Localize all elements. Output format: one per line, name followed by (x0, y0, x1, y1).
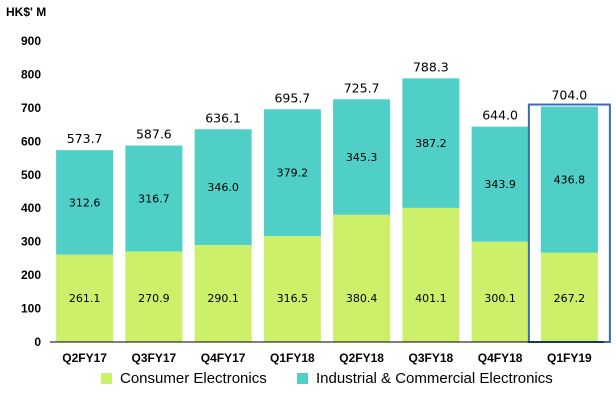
bar-industrial-commercial-electronics (125, 145, 183, 252)
bar-consumer-electronics (540, 252, 598, 342)
total-label: 695.7 (274, 90, 310, 105)
y-tick-label: 900 (21, 34, 41, 48)
y-tick-label: 0 (34, 335, 41, 349)
bar-industrial-commercial-electronics (333, 99, 391, 215)
data-label-industrial: 436.8 (554, 174, 586, 187)
x-tick-label: Q3FY17 (132, 351, 177, 365)
data-label-consumer: 270.9 (138, 292, 170, 305)
data-label-industrial: 343.9 (484, 178, 516, 191)
data-label-industrial: 345.3 (346, 151, 378, 164)
legend-swatch-consumer (101, 373, 112, 384)
data-label-industrial: 387.2 (415, 137, 447, 150)
bar-consumer-electronics (194, 244, 252, 342)
y-axis: 0 100 200 300 400 500 600 700 800 900 (21, 34, 41, 349)
bar-industrial-commercial-electronics (194, 129, 252, 245)
total-label: 788.3 (413, 59, 449, 74)
total-label: 644.0 (482, 108, 518, 123)
x-tick-label: Q2FY17 (62, 351, 107, 365)
y-tick-label: 800 (21, 67, 41, 81)
x-tick-label: Q4FY17 (201, 351, 246, 365)
data-label-industrial: 379.2 (277, 167, 309, 180)
data-label-consumer: 267.2 (554, 292, 586, 305)
legend: Consumer Electronics Industrial & Commerc… (101, 370, 553, 387)
legend-swatch-industrial (297, 373, 308, 384)
total-label: 725.7 (344, 80, 380, 95)
bar-consumer-electronics (263, 236, 321, 342)
y-tick-label: 100 (21, 302, 41, 316)
total-label: 573.7 (67, 131, 103, 146)
bar-consumer-electronics (56, 254, 114, 342)
bar-industrial-commercial-electronics (402, 78, 460, 208)
x-tick-label: Q1FY19 (547, 351, 592, 365)
data-label-consumer: 290.1 (207, 292, 239, 305)
data-label-consumer: 316.5 (277, 292, 309, 305)
bar-consumer-electronics (333, 214, 391, 342)
x-tick-label: Q3FY18 (409, 351, 454, 365)
bar-industrial-commercial-electronics (471, 126, 529, 242)
bar-consumer-electronics (471, 241, 529, 342)
y-tick-label: 700 (21, 101, 41, 115)
unit-label: HK$' M (6, 5, 46, 19)
data-label-consumer: 401.1 (415, 292, 447, 305)
bar-consumer-electronics (125, 251, 183, 342)
total-label: 587.6 (136, 126, 172, 141)
total-label: 704.0 (551, 88, 587, 103)
x-tick-label: Q4FY18 (478, 351, 523, 365)
x-tick-label: Q2FY18 (339, 351, 384, 365)
data-label-industrial: 346.0 (207, 181, 239, 194)
data-label-industrial: 316.7 (138, 192, 170, 205)
legend-label-consumer: Consumer Electronics (120, 370, 267, 387)
y-tick-label: 300 (21, 235, 41, 249)
data-label-consumer: 380.4 (346, 292, 378, 305)
data-label-consumer: 300.1 (484, 292, 516, 305)
bar-consumer-electronics (402, 207, 460, 342)
bar-industrial-commercial-electronics (263, 109, 321, 237)
y-tick-label: 200 (21, 268, 41, 282)
bar-industrial-commercial-electronics (56, 150, 114, 255)
x-tick-label: Q1FY18 (270, 351, 315, 365)
data-label-consumer: 261.1 (69, 292, 101, 305)
y-tick-label: 600 (21, 134, 41, 148)
bar-industrial-commercial-electronics (540, 106, 598, 253)
total-label: 636.1 (205, 110, 241, 125)
data-label-industrial: 312.6 (69, 196, 101, 209)
x-axis: Q2FY17 Q3FY17 Q4FY17 Q1FY18 Q2FY18 Q3FY18 Q4FY… (50, 341, 604, 365)
legend-label-industrial: Industrial & Commercial Electronics (316, 370, 553, 387)
bars: 261.1 312.6 573.7 270.9 316.7 587.6 290.1 346.0… (56, 59, 611, 343)
y-tick-label: 400 (21, 201, 41, 215)
y-tick-label: 500 (21, 168, 41, 182)
